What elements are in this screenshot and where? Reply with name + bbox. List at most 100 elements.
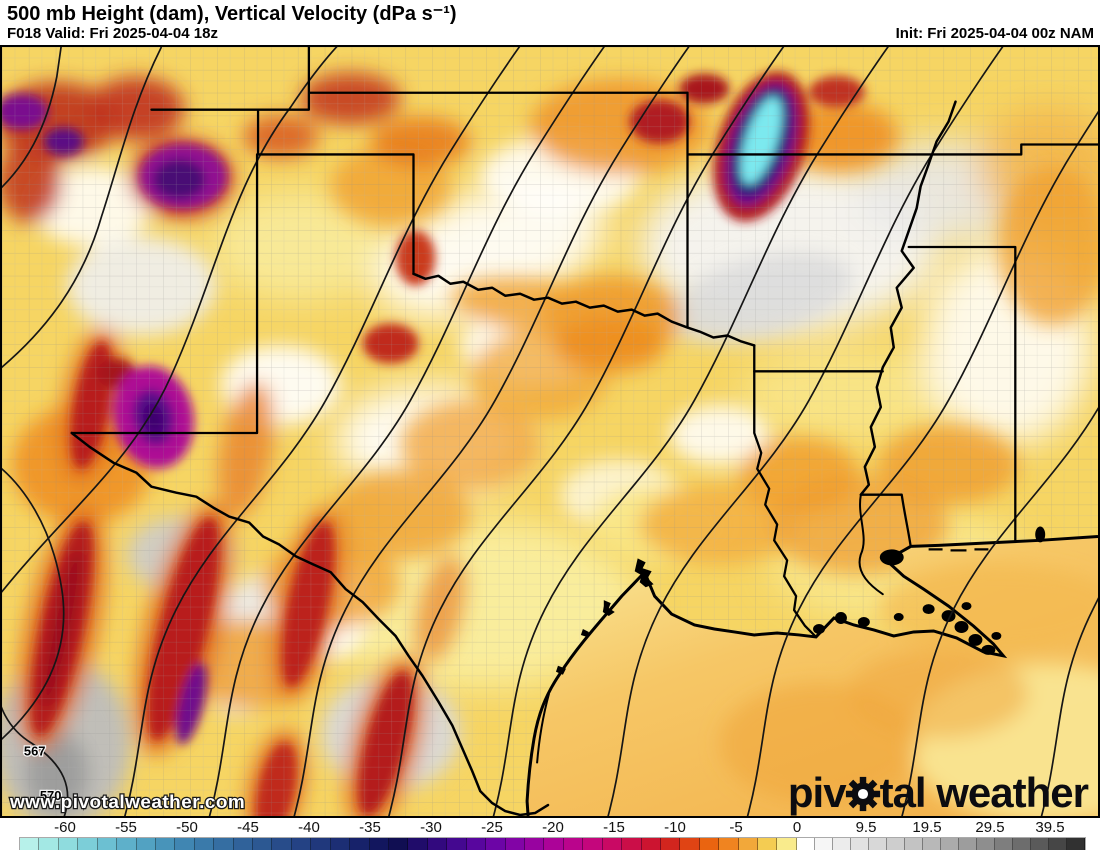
colorbar-cell (923, 838, 942, 850)
colorbar-cell (466, 838, 487, 850)
colorbar-cell (738, 838, 759, 850)
header: 500 mb Height (dam), Vertical Velocity (… (0, 0, 1100, 45)
colorbar-cell (622, 838, 642, 850)
colorbar-tick: 9.5 (855, 819, 877, 836)
colorbar-cell (602, 838, 623, 850)
colorbar-cell (272, 838, 292, 850)
barrier-islands (928, 548, 989, 552)
colorbar-cell (330, 838, 351, 850)
colorbar-cell (851, 838, 870, 850)
colorbar-cell (905, 838, 924, 850)
laguna-madre (536, 693, 550, 764)
colorbar-ticks: -60 -55 -50 -45 -40 -35 -30 -25 -20 -15 -10 -5 0 9.5 1… (0, 818, 1100, 838)
colorbar-cell (699, 838, 720, 850)
colorbar-cell (833, 838, 852, 850)
colorbar-tick: -25 (481, 819, 503, 836)
colorbar-cell (777, 838, 797, 850)
colorbar-cell (175, 838, 195, 850)
colorbar-tick: -35 (359, 819, 381, 836)
colorbar-tick: -20 (542, 819, 564, 836)
colorbar-cell (447, 838, 467, 850)
colorbar-tick: -40 (298, 819, 320, 836)
contour-label-567: 567 (24, 743, 46, 758)
colorbar-cell (641, 838, 661, 850)
colorbar-cell (291, 838, 312, 850)
contour-value-labels: 567 570 (23, 742, 63, 804)
rivers (70, 100, 957, 816)
colorbar-cell (486, 838, 506, 850)
colorbar-cell (1049, 838, 1068, 850)
colorbar-cell (427, 838, 448, 850)
colorbar-negative-cells (20, 838, 797, 850)
bays-and-lakes (555, 526, 1046, 675)
pivotal-weather-logo: piv tal weather (787, 769, 1089, 816)
colorbar-cell (758, 838, 778, 850)
colorbar-cell (39, 838, 59, 850)
colorbar-tick: 39.5 (1035, 819, 1065, 836)
colorbar-cell (350, 838, 370, 850)
colorbar-tick: 29.5 (975, 819, 1005, 836)
map-area: 567 570 www.pivotalweather.com piv tal w… (0, 45, 1100, 818)
colorbar-tick: 19.5 (912, 819, 942, 836)
colorbar-footer: -60 -55 -50 -45 -40 -35 -30 -25 -20 -15 -10 -5 0 9.5 1… (0, 818, 1100, 850)
colorbar-tick: -50 (176, 819, 198, 836)
colorbar-cell (233, 838, 254, 850)
colorbar-cell (959, 838, 978, 850)
colorbar-tick: 0 (792, 819, 802, 836)
colorbar-cell (78, 838, 98, 850)
colorbar-cell (887, 838, 906, 850)
colorbar-cell (1067, 838, 1086, 850)
contour-label-570: 570 (40, 788, 62, 803)
weather-map: 567 570 www.pivotalweather.com (2, 47, 1098, 816)
colorbar-cell (719, 838, 739, 850)
colorbar-cell (369, 838, 390, 850)
colorbar-tick: -15 (603, 819, 625, 836)
colorbar-cell (155, 838, 176, 850)
colorbar-cell (797, 838, 816, 850)
colorbar-cell (680, 838, 700, 850)
gear-icon (845, 776, 880, 812)
colorbar-cell (583, 838, 603, 850)
colorbar (19, 837, 1086, 850)
colorbar-cell (311, 838, 331, 850)
state-borders (70, 47, 1098, 816)
colorbar-cell (524, 838, 545, 850)
colorbar-cell (97, 838, 118, 850)
colorbar-tick: -30 (420, 819, 442, 836)
colorbar-cell (1031, 838, 1050, 850)
colorbar-tick: -55 (115, 819, 137, 836)
colorbar-tick: -5 (729, 819, 743, 836)
colorbar-cell (544, 838, 564, 850)
colorbar-cell (977, 838, 996, 850)
valid-time-label: F018 Valid: Fri 2025-04-04 18z (7, 25, 218, 42)
colorbar-cell (20, 838, 40, 850)
colorbar-cell (869, 838, 888, 850)
logo-text-pre: piv (787, 769, 847, 816)
texas-coastline (525, 571, 646, 816)
colorbar-cell (253, 838, 273, 850)
page-title: 500 mb Height (dam), Vertical Velocity (… (7, 3, 457, 25)
colorbar-cell (815, 838, 834, 850)
colorbar-cell (941, 838, 960, 850)
colorbar-positive-cells (797, 838, 1086, 850)
colorbar-cell (408, 838, 428, 850)
watermark: www.pivotalweather.com (9, 792, 245, 813)
colorbar-cell (58, 838, 79, 850)
colorbar-cell (505, 838, 525, 850)
colorbar-cell (995, 838, 1014, 850)
height-contours (2, 47, 1098, 816)
init-time-label: Init: Fri 2025-04-04 00z NAM (895, 25, 1094, 42)
colorbar-cell (194, 838, 215, 850)
colorbar-cell (1013, 838, 1032, 850)
colorbar-tick: -45 (237, 819, 259, 836)
colorbar-tick: -60 (54, 819, 76, 836)
colorbar-cell (389, 838, 409, 850)
colorbar-cell (214, 838, 234, 850)
colorbar-cell (117, 838, 137, 850)
colorbar-cell (563, 838, 584, 850)
logo-text-post: tal weather (879, 769, 1089, 816)
colorbar-cell (660, 838, 681, 850)
colorbar-cell (136, 838, 156, 850)
colorbar-tick: -10 (664, 819, 686, 836)
